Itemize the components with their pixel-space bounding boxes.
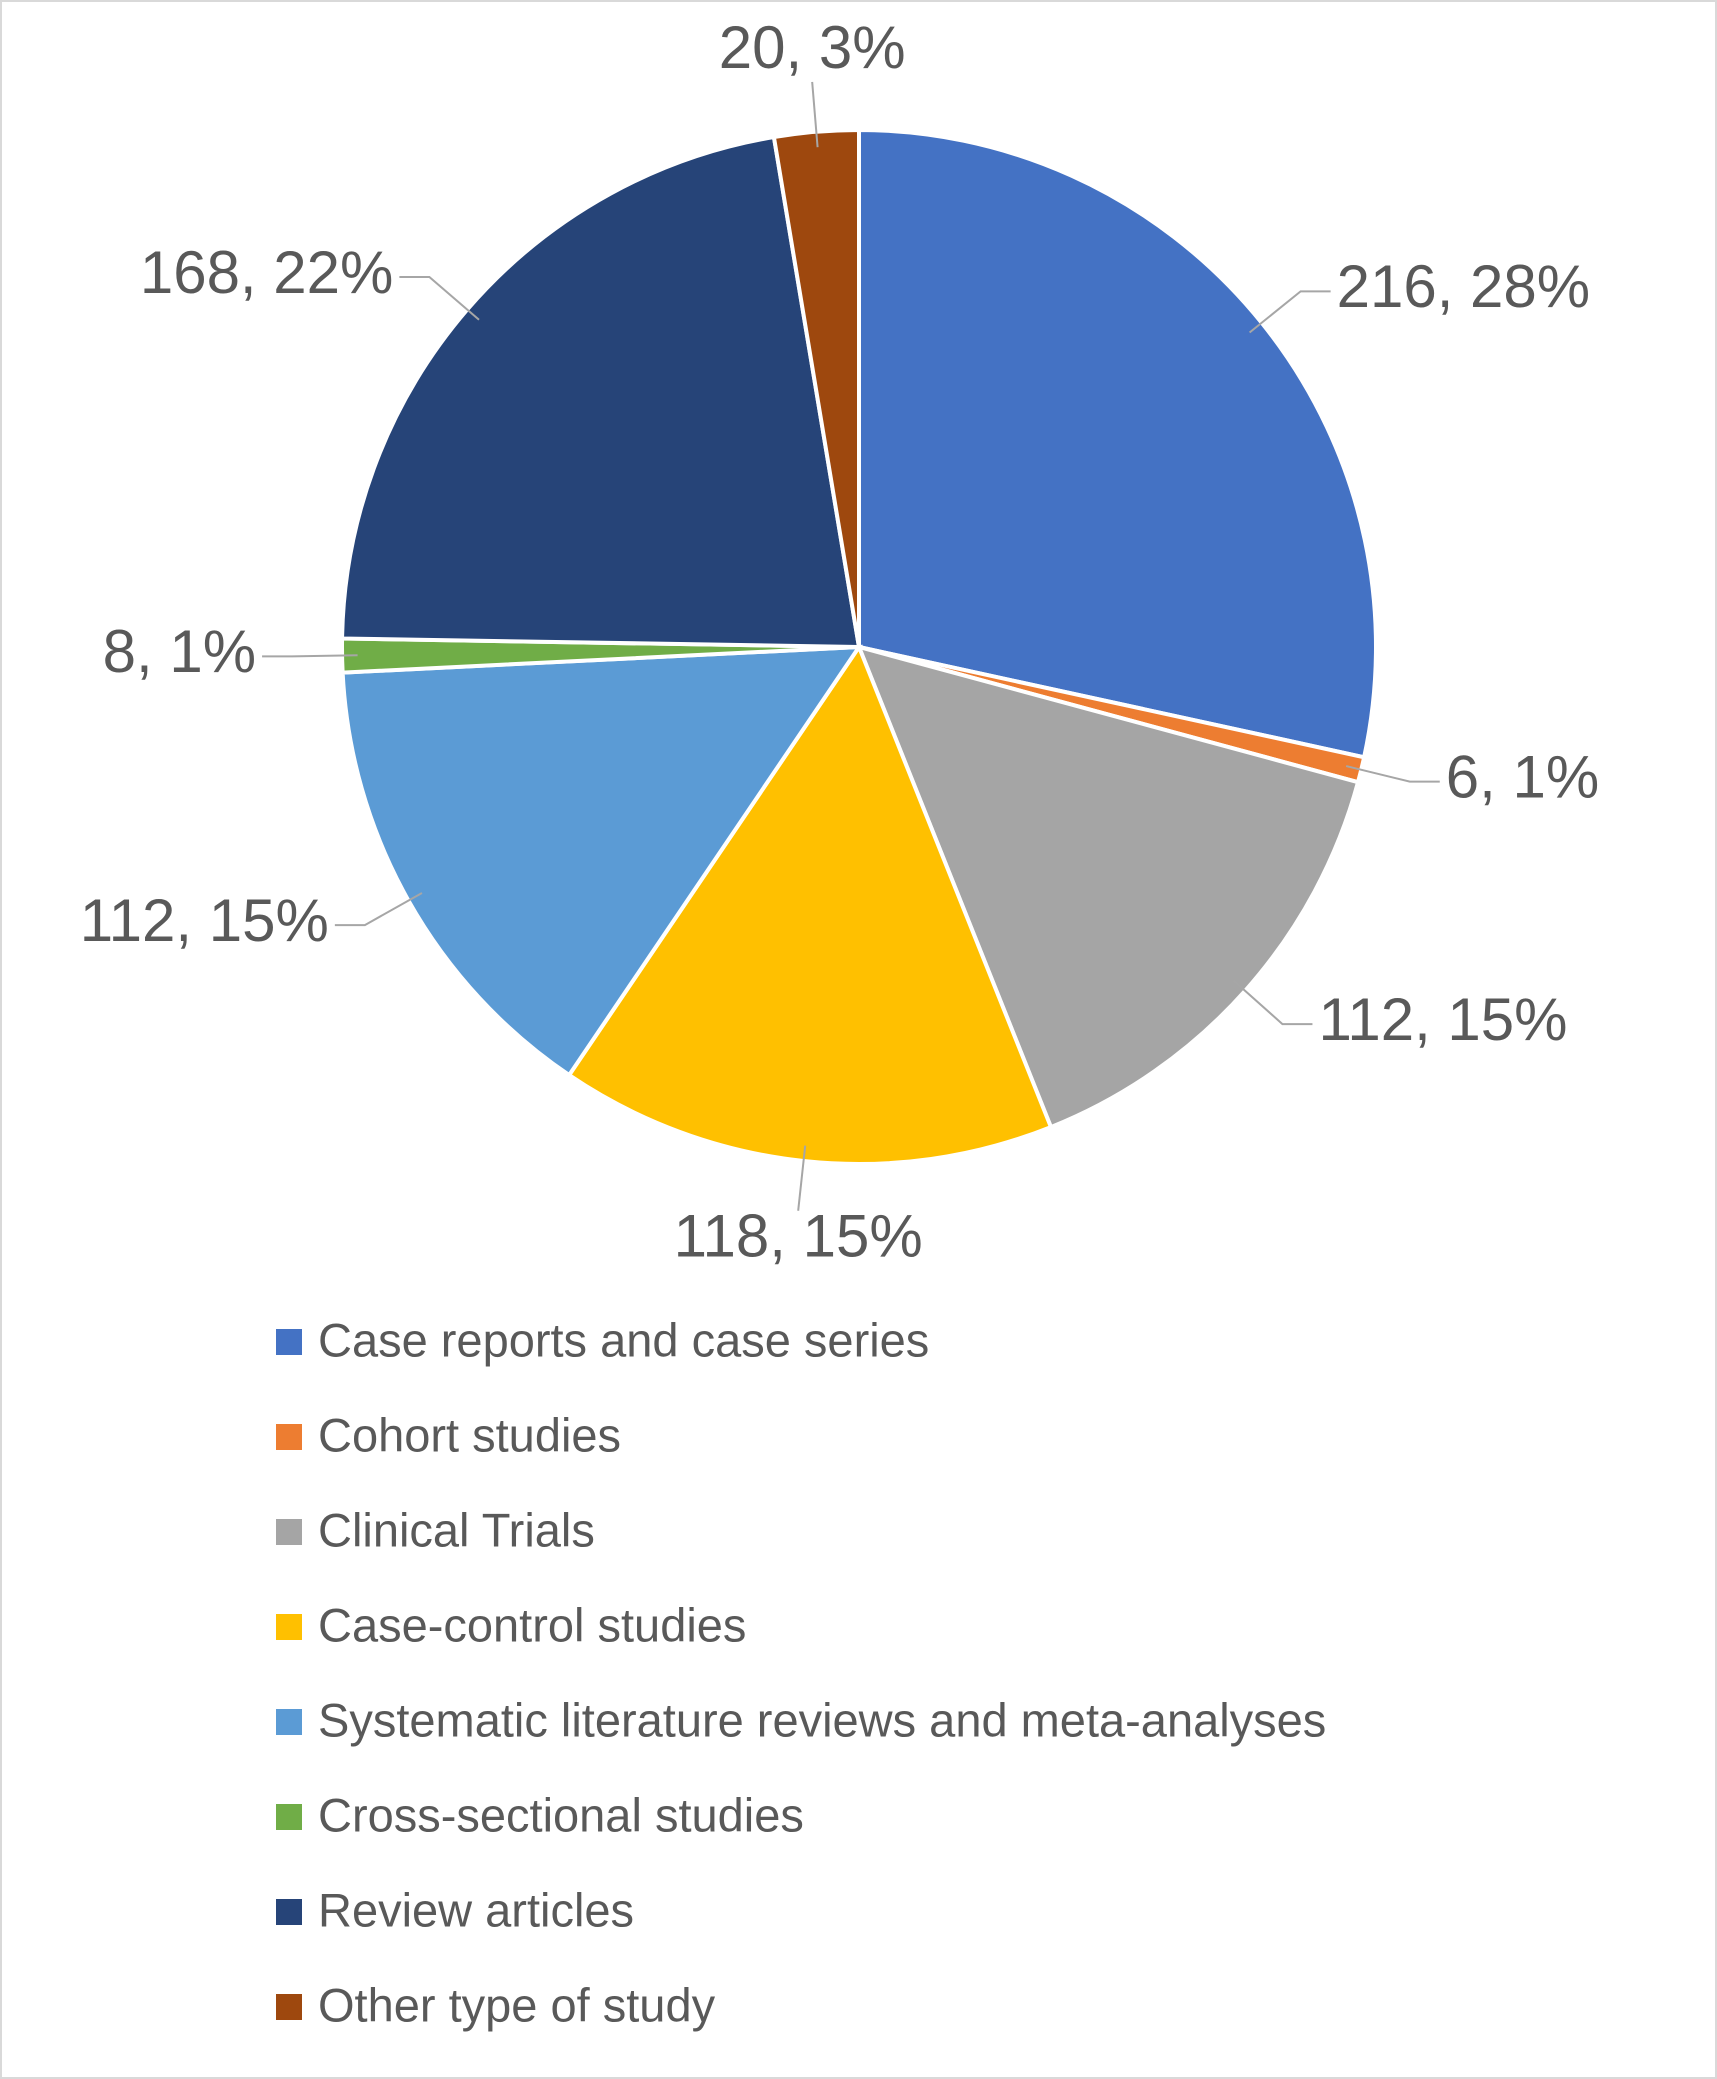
leader-line: [334, 892, 423, 927]
leader-line: [1345, 765, 1440, 783]
data-label: 8, 1%: [103, 618, 256, 685]
legend-label: Cross-sectional studies: [318, 1788, 804, 1841]
legend-label: Review articles: [318, 1883, 634, 1936]
legend-swatch: [276, 1424, 302, 1450]
legend-label: Cohort studies: [318, 1408, 621, 1461]
leader-line: [262, 654, 358, 658]
legend-swatch: [276, 1994, 302, 2020]
leader-line: [811, 81, 819, 148]
legend-label: Systematic literature reviews and meta-a…: [318, 1693, 1326, 1746]
data-label: 168, 22%: [140, 239, 394, 306]
legend-swatch: [276, 1614, 302, 1640]
leader-line: [1232, 979, 1313, 1026]
legend-swatch: [276, 1709, 302, 1735]
legend-label: Case-control studies: [318, 1598, 746, 1651]
legend-swatch: [276, 1899, 302, 1925]
data-label: 112, 15%: [1318, 986, 1567, 1053]
legend-swatch: [276, 1329, 302, 1355]
legend-label: Clinical Trials: [318, 1503, 595, 1556]
data-label: 112, 15%: [80, 887, 329, 954]
legend-swatch: [276, 1804, 302, 1830]
data-label: 20, 3%: [719, 14, 906, 81]
leader-line: [797, 1145, 807, 1211]
legend-swatch: [276, 1519, 302, 1545]
legend-label: Case reports and case series: [318, 1313, 929, 1366]
leader-line: [1248, 290, 1331, 334]
data-label: 6, 1%: [1446, 743, 1599, 810]
data-label: 118, 15%: [674, 1203, 923, 1270]
legend-label: Other type of study: [318, 1978, 716, 2031]
data-label: 216, 28%: [1337, 253, 1591, 320]
leader-line: [399, 275, 480, 321]
